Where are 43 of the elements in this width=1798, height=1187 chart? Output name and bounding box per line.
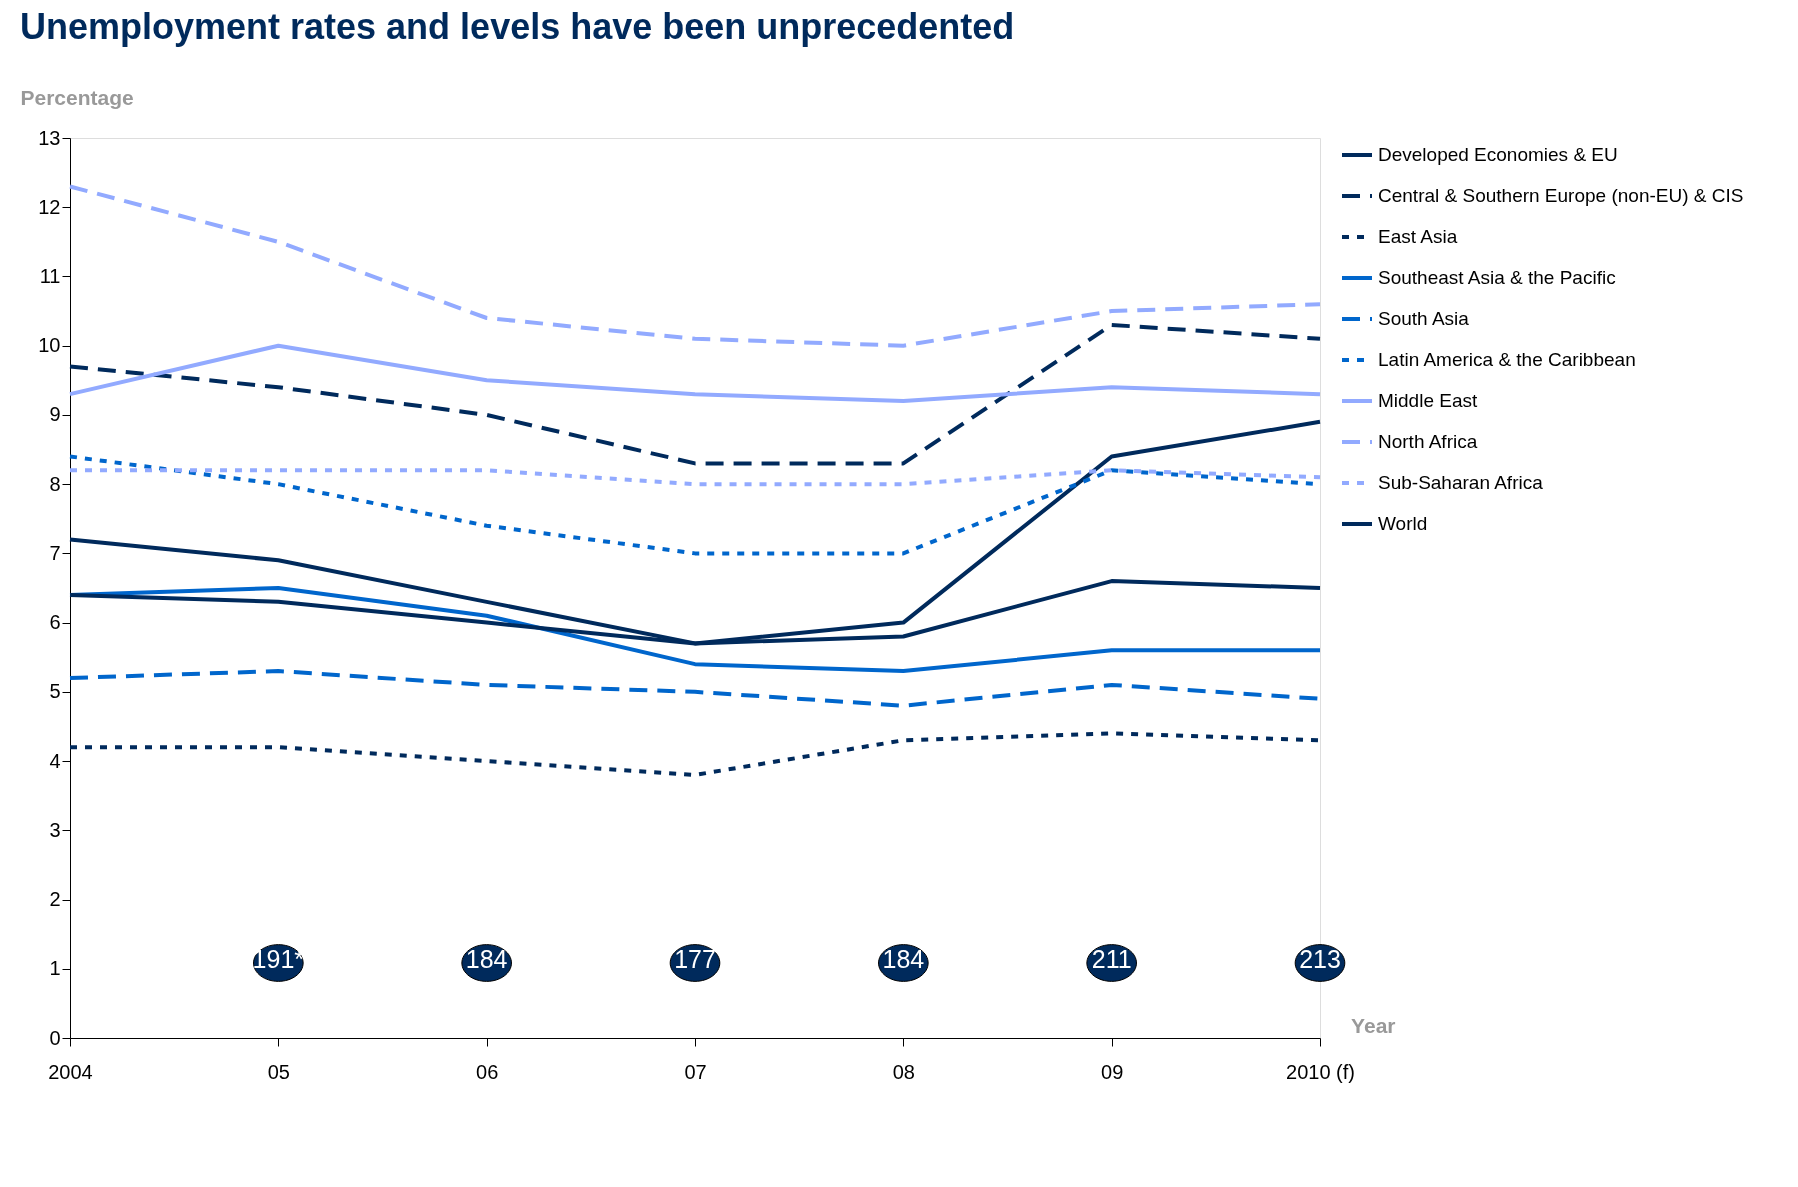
y-tick-label: 2 bbox=[49, 888, 61, 911]
legend-label: Southeast Asia & the Pacific bbox=[1378, 267, 1616, 288]
y-tick-label: 11 bbox=[39, 264, 61, 287]
annotation: 184 bbox=[465, 945, 508, 973]
x-tick-label: 2010 (f) bbox=[1286, 1060, 1355, 1083]
y-tick-label: 4 bbox=[49, 749, 61, 772]
legend-label: Developed Economies & EU bbox=[1378, 144, 1618, 165]
y-tick-label: 0 bbox=[49, 1026, 61, 1049]
line-series bbox=[68, 343, 1322, 404]
y-tick-label: 10 bbox=[38, 334, 61, 357]
x-tick-label: 09 bbox=[1101, 1060, 1124, 1083]
y-tick-label: 8 bbox=[49, 472, 61, 495]
legend-label: North Africa bbox=[1378, 431, 1478, 452]
y-tick-label: 3 bbox=[49, 818, 61, 841]
y-tick-label: 1 bbox=[49, 957, 61, 980]
legend-label: South Asia bbox=[1378, 308, 1470, 329]
legend-label: Central & Southern Europe (non-EU) & CIS bbox=[1378, 185, 1744, 206]
x-tick-label: 2004 bbox=[48, 1060, 93, 1083]
y-tick-label: 7 bbox=[49, 541, 61, 564]
annotation: 184 bbox=[882, 945, 925, 973]
legend-label: World bbox=[1378, 513, 1428, 534]
line-series bbox=[68, 322, 1322, 466]
x-tick-label: 06 bbox=[476, 1060, 499, 1083]
line-series bbox=[68, 184, 1322, 348]
annotation: 213 bbox=[1299, 945, 1341, 973]
x-axis-title: Year bbox=[1351, 1013, 1396, 1037]
chart-title: Unemployment rates and levels have been unprecedented bbox=[20, 6, 1015, 47]
y-axis-title: Percentage bbox=[20, 85, 134, 109]
y-tick-label: 13 bbox=[38, 126, 61, 149]
annotation: 191* bbox=[252, 945, 305, 973]
y-tick-label: 12 bbox=[38, 195, 61, 218]
x-tick-label: 07 bbox=[684, 1060, 707, 1083]
y-tick-label: 9 bbox=[49, 403, 61, 426]
legend-label: Middle East bbox=[1378, 390, 1478, 411]
legend-label: Sub-Saharan Africa bbox=[1378, 472, 1544, 493]
annotation: 177 bbox=[674, 945, 716, 973]
legend-label: Latin America & the Caribbean bbox=[1378, 349, 1636, 370]
x-tick-label: 05 bbox=[267, 1060, 290, 1083]
x-tick-label: 08 bbox=[892, 1060, 915, 1083]
legend-label: East Asia bbox=[1378, 226, 1458, 247]
y-tick-label: 5 bbox=[49, 680, 61, 703]
annotation: 211 bbox=[1091, 945, 1132, 973]
y-tick-label: 6 bbox=[49, 611, 61, 634]
